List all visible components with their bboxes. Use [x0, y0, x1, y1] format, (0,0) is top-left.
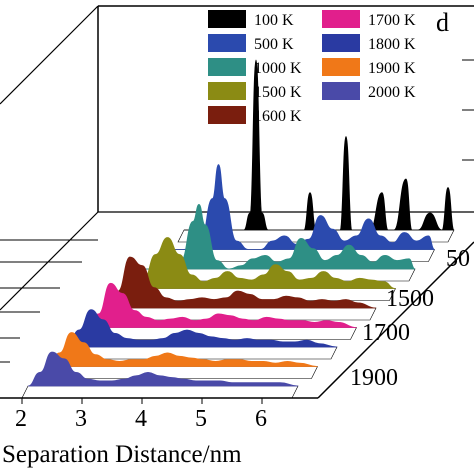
legend-swatch [208, 34, 246, 52]
floor-axes [0, 241, 474, 399]
legend-label: 1700 K [368, 12, 416, 29]
legend-swatch [208, 10, 246, 28]
legend-swatch [322, 10, 360, 28]
legend-swatch [208, 106, 246, 124]
series-1600-k [99, 256, 377, 321]
legend-label: 1800 K [368, 36, 416, 53]
ridge-floor [60, 346, 338, 360]
x-axis-label: Separation Distance/nm [2, 441, 242, 468]
ridge-area [145, 203, 416, 270]
depth-tick-label: 1900 [350, 365, 398, 391]
ridge-floor [21, 385, 299, 399]
legend-label: 1900 K [368, 60, 416, 77]
legend-label: 1500 K [254, 84, 302, 101]
legend-swatch [208, 82, 246, 100]
x-tick-label: 5 [195, 406, 207, 432]
legend-label: 2000 K [368, 84, 416, 101]
series-1900-k [41, 332, 318, 379]
depth-tick-label: 50 [446, 246, 470, 272]
back-wall [0, 5, 474, 311]
ridge-series-group [21, 59, 455, 399]
series-2000-k [21, 351, 299, 399]
depth-tick-label: 1700 [362, 320, 410, 346]
legend-label: 500 K [254, 36, 294, 53]
legend-swatch [322, 34, 360, 52]
legend-swatch [322, 82, 360, 100]
panel-label: d [436, 8, 449, 37]
ridge-area [27, 351, 299, 387]
depth-axis-ticks: 50 1500 1700 1900 [350, 246, 470, 391]
x-axis-ticks: 2 3 4 5 6 [15, 398, 267, 432]
series-1500-k [119, 237, 396, 301]
left-wall-ticks [0, 239, 98, 363]
ridge-area [66, 309, 338, 348]
right-wall-ticks [462, 59, 474, 161]
ridge-area [86, 282, 357, 328]
legend: 100 K 500 K 1000 K 1500 K 1600 K 1700 K 1800 K… [208, 10, 416, 125]
ridge-area [47, 332, 318, 367]
depth-tick-label: 1500 [386, 286, 434, 312]
legend-label: 1600 K [254, 108, 302, 125]
ridge-area [125, 237, 396, 289]
x-tick-label: 3 [75, 406, 87, 432]
x-tick-label: 2 [15, 406, 27, 432]
legend-swatch [208, 58, 246, 76]
ridge-area [105, 256, 377, 309]
series-1800-k [60, 309, 338, 360]
x-tick-label: 6 [255, 406, 267, 432]
legend-swatch [322, 58, 360, 76]
x-tick-label: 4 [135, 406, 147, 432]
legend-label: 100 K [254, 12, 294, 29]
legend-label: 1000 K [254, 60, 302, 77]
